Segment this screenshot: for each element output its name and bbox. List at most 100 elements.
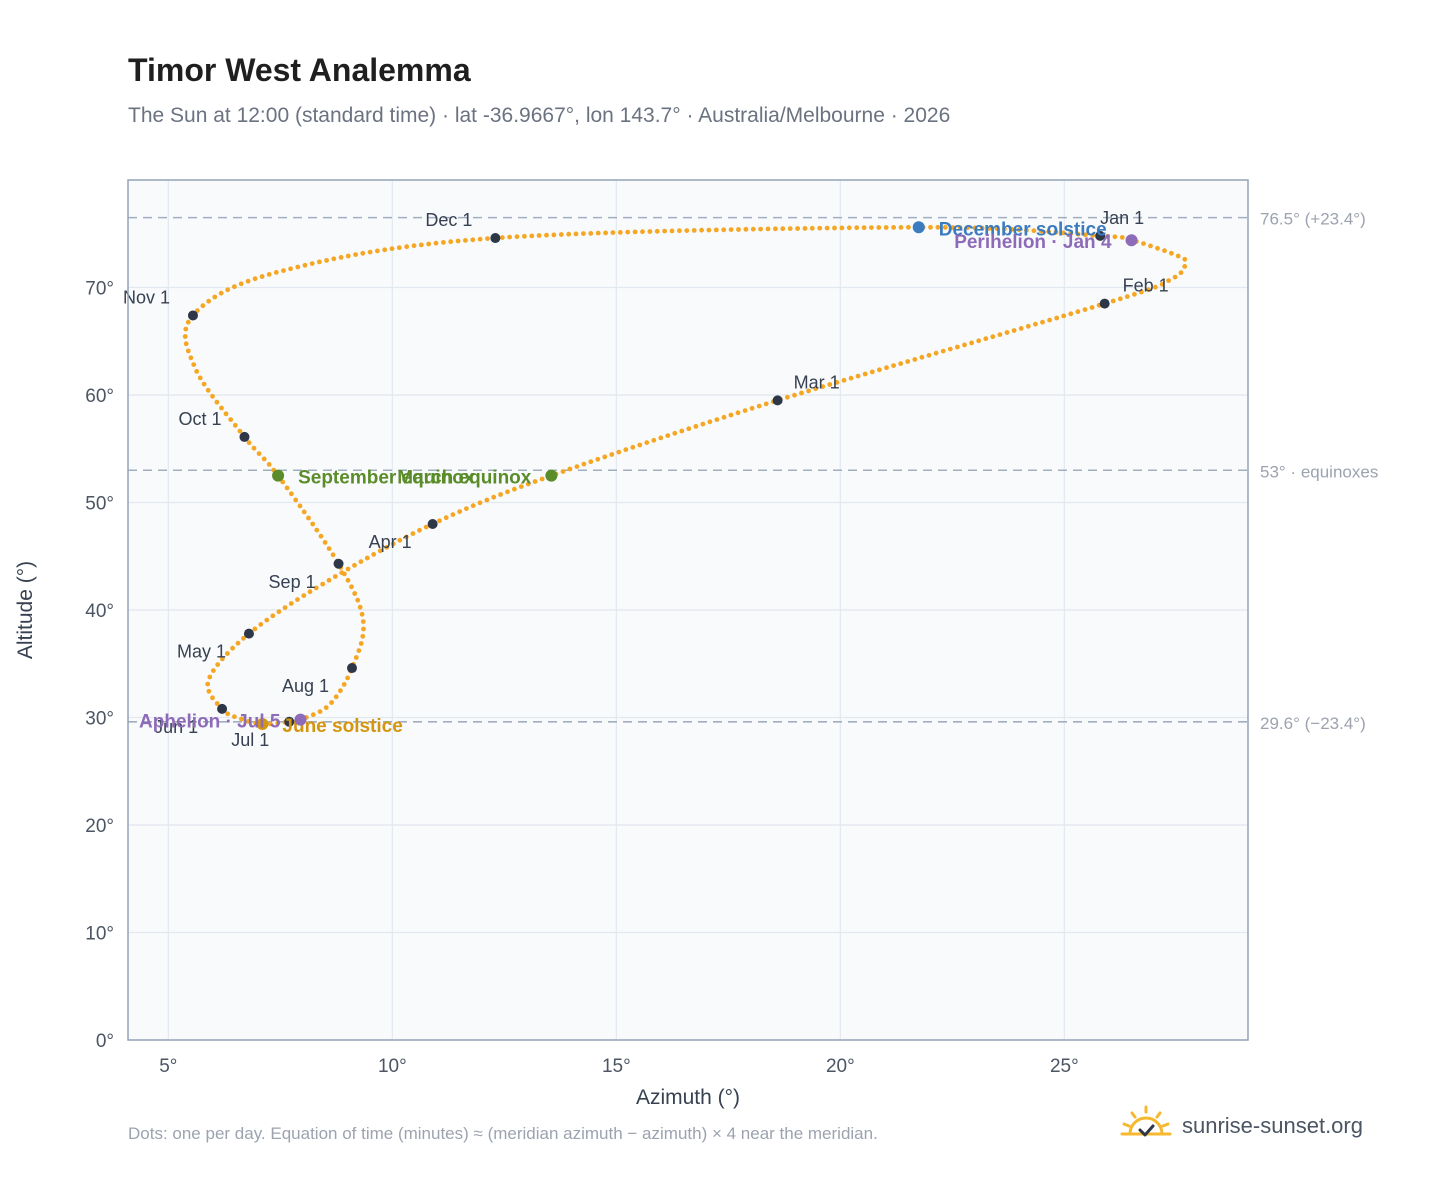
day-dot — [1146, 287, 1151, 293]
day-dot — [602, 454, 608, 460]
day-dot — [625, 229, 631, 235]
day-dot — [183, 326, 189, 332]
day-dot — [603, 230, 608, 236]
day-dot — [382, 247, 388, 253]
day-dot — [441, 240, 446, 245]
day-dot — [261, 456, 267, 462]
day-dot — [942, 225, 948, 230]
day-dot — [623, 447, 629, 453]
day-dot — [214, 701, 220, 706]
day-dot — [310, 712, 316, 718]
day-dot — [322, 540, 328, 545]
day-dot — [280, 479, 286, 485]
day-dot — [839, 225, 845, 231]
day-dot — [484, 497, 490, 503]
month-label: Jan 1 — [1100, 208, 1144, 228]
day-dot — [780, 226, 786, 232]
day-dot — [532, 479, 538, 484]
day-dot — [246, 719, 251, 724]
day-dot — [560, 469, 566, 474]
day-dot — [338, 255, 344, 260]
day-dot — [266, 462, 272, 467]
day-dot — [375, 248, 380, 254]
day-dot — [525, 481, 531, 487]
x-tick-label: 20° — [826, 1056, 855, 1077]
day-dot — [206, 688, 212, 694]
month-label: Aug 1 — [282, 676, 329, 696]
day-dot — [869, 225, 874, 231]
day-dot — [210, 695, 215, 701]
day-dot — [317, 709, 323, 714]
day-dot — [905, 359, 911, 364]
day-dot — [309, 261, 315, 266]
day-dot — [962, 342, 967, 348]
day-dot — [211, 668, 216, 673]
day-dot — [239, 716, 244, 722]
day-dot — [364, 555, 370, 561]
day-dot — [1159, 281, 1165, 287]
event-label: June solstice — [282, 716, 402, 737]
day-dot — [273, 270, 279, 275]
day-dot — [765, 226, 771, 232]
day-dot — [898, 225, 904, 230]
day-dot — [539, 476, 545, 482]
day-dot — [1169, 250, 1174, 256]
day-dot — [1024, 227, 1029, 233]
day-dot — [491, 494, 497, 500]
day-dot — [1075, 309, 1081, 315]
day-dot — [854, 225, 860, 231]
day-dot — [955, 344, 960, 350]
day-dot — [795, 226, 800, 231]
day-dot — [307, 589, 313, 595]
day-dot — [1068, 311, 1074, 317]
chart-subtitle: The Sun at 12:00 (standard time) · lat -… — [128, 104, 951, 127]
day-dot — [275, 720, 281, 726]
day-dot — [891, 225, 896, 230]
day-dot — [1175, 253, 1181, 259]
day-dot — [358, 641, 364, 646]
day-dot — [883, 225, 889, 230]
day-dot — [252, 276, 258, 282]
day-dot — [284, 485, 290, 491]
day-dot — [1110, 298, 1116, 304]
day-dot — [201, 381, 207, 387]
day-dot — [345, 253, 351, 259]
day-dot — [288, 601, 294, 606]
day-dot — [355, 597, 361, 603]
day-dot — [693, 424, 699, 429]
day-dot — [333, 694, 339, 700]
day-dot — [367, 249, 373, 255]
day-dot — [906, 224, 911, 230]
day-dot — [246, 440, 252, 446]
y-tick-label: 60° — [85, 386, 114, 407]
day-dot — [197, 375, 203, 381]
day-dot — [1178, 270, 1184, 276]
day-dot — [912, 357, 918, 362]
day-dot — [566, 231, 572, 237]
y-tick-label: 40° — [85, 601, 114, 622]
event-marker — [272, 469, 285, 482]
day-dot — [1117, 296, 1123, 302]
brand[interactable]: sunrise-sunset.org — [1120, 1104, 1363, 1148]
event-label: March equinox — [397, 468, 532, 489]
event-label: Aphelion · Jul 5 — [139, 712, 281, 733]
day-dot — [297, 503, 303, 509]
day-dot — [1155, 245, 1160, 251]
day-dot — [396, 245, 402, 251]
day-dot — [595, 230, 601, 236]
day-dot — [957, 225, 963, 231]
day-dot — [182, 334, 188, 339]
day-dot — [595, 456, 601, 462]
day-dot — [997, 332, 1003, 337]
day-dot — [972, 225, 978, 231]
month-marker — [347, 663, 357, 674]
day-dot — [329, 700, 334, 705]
day-dot — [700, 421, 706, 427]
day-dot — [295, 597, 300, 602]
day-dot — [1038, 228, 1044, 234]
day-dot — [377, 548, 383, 554]
day-dot — [289, 491, 294, 497]
day-dot — [990, 334, 996, 340]
day-dot — [185, 319, 191, 325]
